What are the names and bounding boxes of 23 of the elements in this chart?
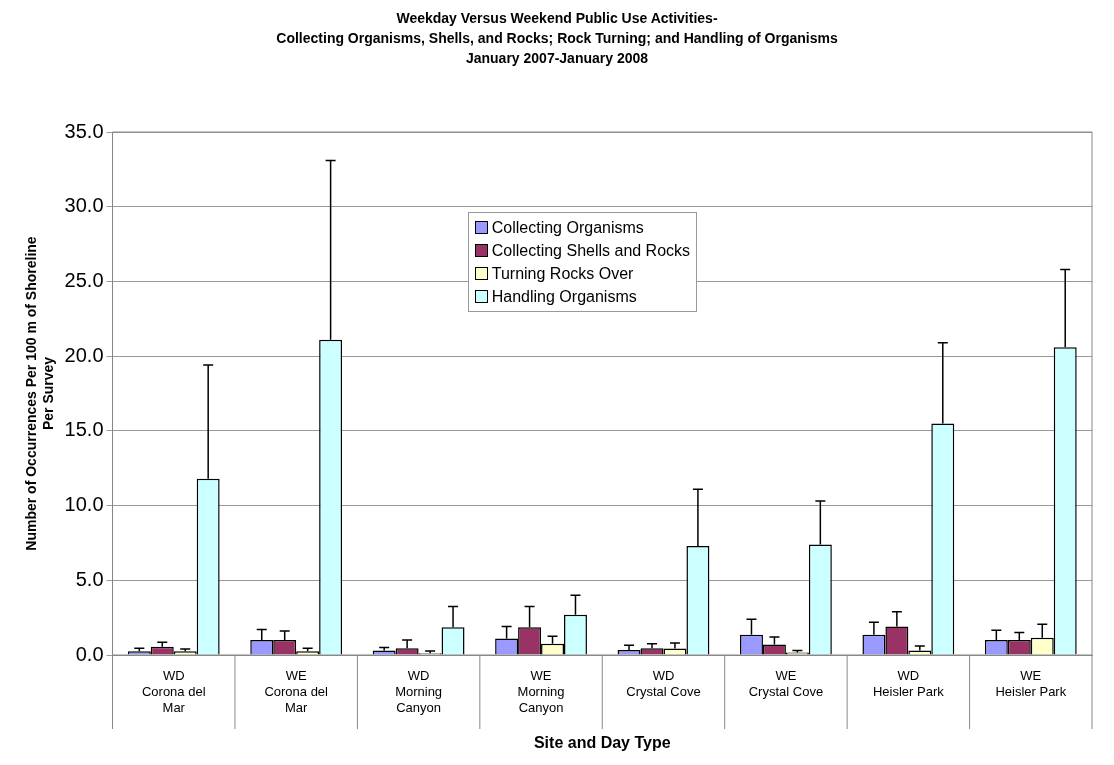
legend-label: Turning Rocks Over [491,264,634,284]
legend-label: Collecting Organisms [491,218,644,238]
y-tick-label: 25.0 [64,268,104,291]
y-tick-label: 30.0 [64,194,104,217]
x-tick-label: WE Heisler Park [995,668,1067,699]
x-axis-title: Site and Day Type [533,733,671,751]
y-tick-label: 20.0 [64,343,104,366]
legend-label: Handling Organisms [491,287,637,307]
x-tick-label: WD Heisler Park [872,668,945,699]
y-tick-label: 15.0 [64,418,104,441]
x-tick-label: WE Corona del Mar [264,668,329,715]
x-tick-label: WD Corona del Mar [141,668,206,715]
legend-label: Collecting Shells and Rocks [491,241,691,261]
y-tick-label: 10.0 [64,493,104,516]
y-tick-label: 35.0 [64,119,104,142]
x-tick-label: WD Morning Canyon [395,668,443,715]
x-tick-label: WE Crystal Cove [748,668,824,699]
y-axis-title: Number of Occurrences Per 100 m of Shoreline Per Survey [23,236,57,551]
y-tick-label: 5.0 [75,567,104,590]
y-tick-label: 0.0 [75,642,104,665]
chart-title: Weekday Versus Weekend Public Use Activities- Collecting Organisms, Shells, and Rocks; Rock Turning; and Handling of Organisms January 2007-January 2008 [275,9,839,68]
x-tick-label: WE Morning Canyon [517,668,565,715]
x-tick-label: WD Crystal Cove [626,668,701,699]
